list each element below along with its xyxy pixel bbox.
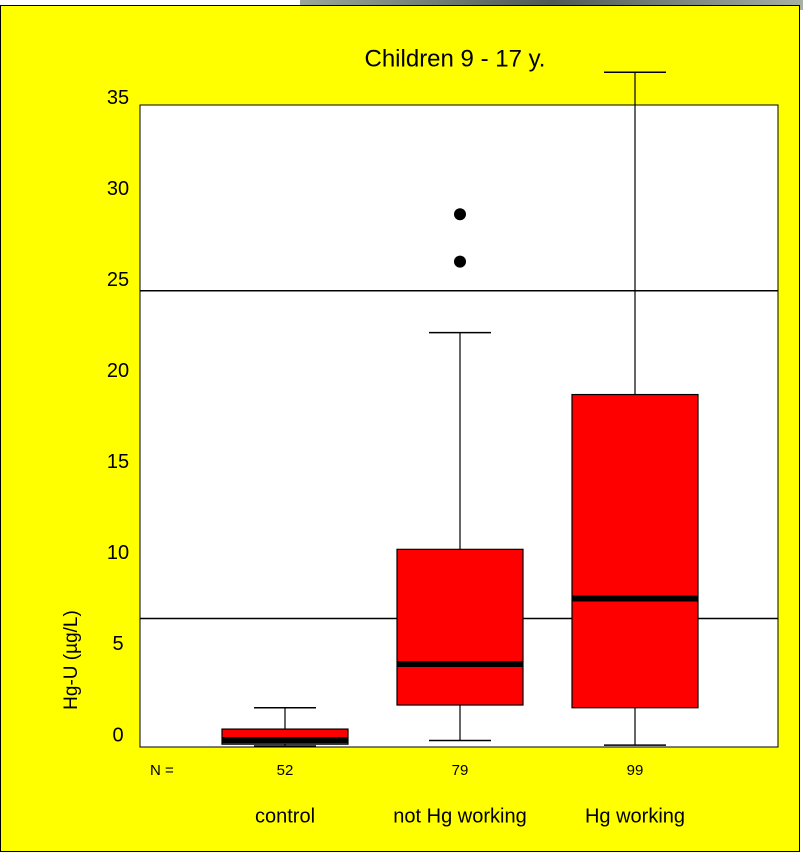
x-tick-label: Hg working [585,805,685,827]
n-count: 52 [277,762,294,779]
x-tick-label: not Hg working [393,805,526,827]
y-tick-label: 20 [107,360,129,382]
y-tick-label: 0 [112,724,123,746]
y-tick-label: 5 [112,633,123,655]
y-tick-label: 25 [107,269,129,291]
chart-title: Children 9 - 17 y. [365,45,546,72]
y-tick-label: 30 [107,178,129,200]
x-tick-label: control [255,805,315,827]
n-count: 79 [452,762,469,779]
y-tick-label: 10 [107,542,129,564]
y-tick-label: 15 [107,451,129,473]
y-axis-label: Hg-U (µg/L) [61,610,82,710]
outlier [454,208,466,221]
outlier [454,255,466,268]
n-count: 99 [627,762,644,779]
n-label: N = [150,762,174,779]
box [571,393,699,709]
y-tick-label: 35 [107,87,129,109]
box [396,548,524,706]
